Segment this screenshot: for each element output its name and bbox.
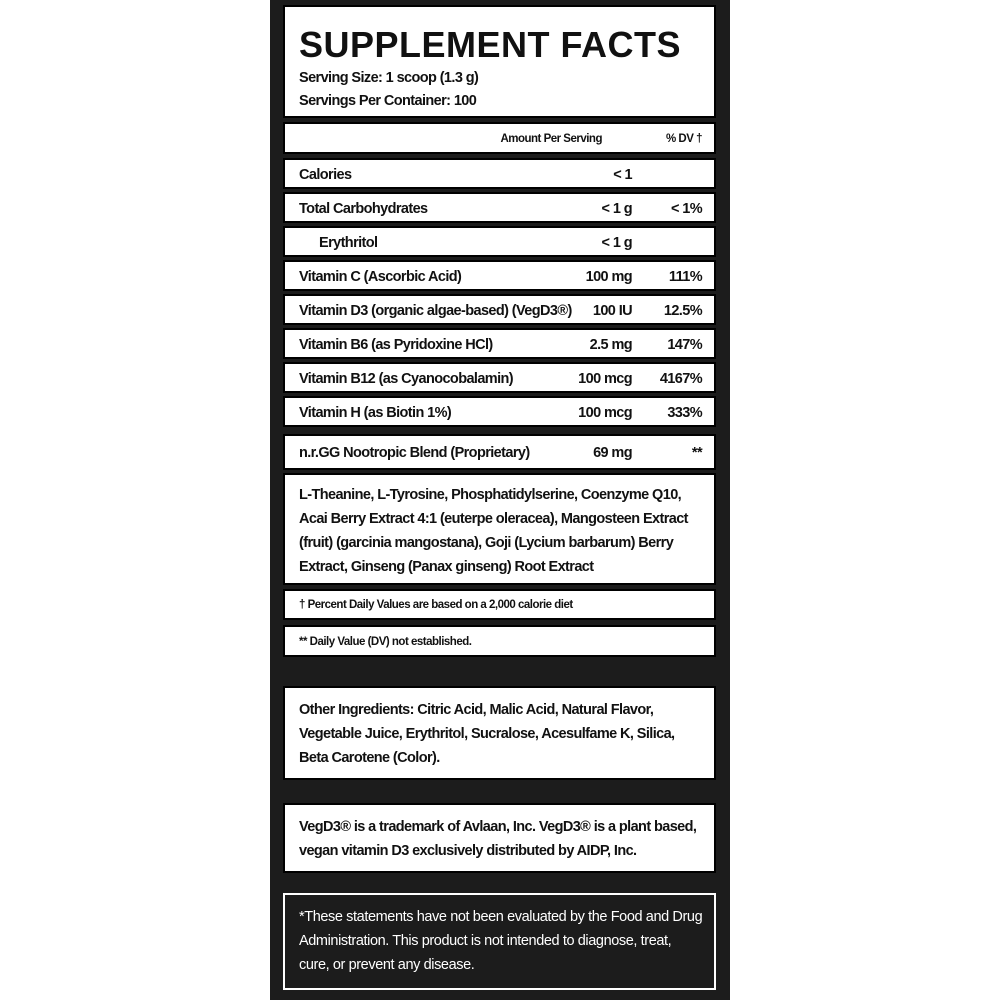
disclaimer: *These statements have not been evaluate… — [299, 909, 703, 973]
trademark-box: VegD3® is a trademark of Avlaan, Inc. Ve… — [283, 803, 716, 873]
blend-name: n.r.GG Nootropic Blend (Proprietary) — [299, 445, 530, 461]
nutrient-name: Vitamin C (Ascorbic Acid) — [299, 269, 462, 285]
other-ingredients-box: Other Ingredients: Citric Acid, Malic Ac… — [283, 686, 716, 780]
nutrient-row: Erythritol < 1 g — [283, 226, 716, 257]
nutrient-amount: 100 IU — [592, 303, 633, 319]
nutrient-amount: < 1 g — [601, 201, 633, 217]
nutrient-row: Vitamin C (Ascorbic Acid) 100 mg 111% — [283, 260, 716, 291]
nutrient-name: Total Carbohydrates — [299, 201, 428, 217]
footnote: ** Daily Value (DV) not established. — [299, 636, 472, 648]
nutrient-name: Vitamin H (as Biotin 1%) — [299, 405, 452, 421]
nutrient-row: Vitamin H (as Biotin 1%) 100 mcg 333% — [283, 396, 716, 427]
nutrient-row: Vitamin B12 (as Cyanocobalamin) 100 mcg 41… — [283, 362, 716, 393]
nutrient-amount: 100 mg — [585, 269, 633, 285]
nutrient-row: Total Carbohydrates < 1 g < 1% — [283, 192, 716, 223]
column-header-row: Amount Per Serving % DV † — [283, 122, 716, 154]
nutrient-dv: 12.5% — [663, 303, 703, 319]
nutrient-row: Calories < 1 — [283, 158, 716, 189]
blend-row: n.r.GG Nootropic Blend (Proprietary) 69 m… — [283, 434, 716, 470]
serving-size: Serving Size: 1 scoop (1.3 g) — [299, 70, 479, 86]
nutrient-amount: < 1 g — [601, 235, 633, 251]
disclaimer-box: *These statements have not been evaluate… — [283, 893, 716, 990]
blend-amount: 69 mg — [593, 445, 633, 461]
nutrient-dv: 111% — [668, 269, 703, 285]
blend-ingredients: L-Theanine, L-Tyrosine, Phosphatidylseri… — [299, 487, 689, 575]
nutrient-row: Vitamin D3 (organic algae-based) (VegD3®… — [283, 294, 716, 325]
nutrient-amount: 2.5 mg — [589, 337, 633, 353]
footnote: † Percent Daily Values are based on a 2,… — [299, 599, 573, 611]
other-ingredients: Other Ingredients: Citric Acid, Malic Ac… — [299, 702, 675, 766]
blend-dv: ** — [691, 445, 703, 461]
nutrient-dv: 333% — [667, 405, 702, 421]
footnote-box: † Percent Daily Values are based on a 2,… — [283, 589, 716, 620]
header-box: SUPPLEMENT FACTS Serving Size: 1 scoop (… — [283, 5, 716, 118]
nutrient-amount: < 1 — [613, 167, 632, 183]
nutrient-row: Vitamin B6 (as Pyridoxine HCl) 2.5 mg 147% — [283, 328, 716, 359]
nutrient-dv: < 1% — [670, 201, 703, 217]
nutrient-name: Vitamin D3 (organic algae-based) (VegD3®… — [299, 303, 572, 319]
footnote-box: ** Daily Value (DV) not established. — [283, 625, 716, 657]
nutrient-name: Calories — [299, 167, 352, 183]
title: SUPPLEMENT FACTS — [299, 24, 682, 65]
nutrient-amount: 100 mcg — [578, 371, 632, 387]
column-header: Amount Per Serving — [500, 133, 602, 145]
nutrient-name: Erythritol — [319, 235, 378, 251]
trademark: VegD3® is a trademark of Avlaan, Inc. Ve… — [299, 819, 697, 859]
nutrient-dv: 4167% — [659, 371, 703, 387]
nutrient-dv: 147% — [667, 337, 702, 353]
nutrient-name: Vitamin B6 (as Pyridoxine HCl) — [299, 337, 493, 353]
nutrient-amount: 100 mcg — [578, 405, 632, 421]
blend-ingredients-box: L-Theanine, L-Tyrosine, Phosphatidylseri… — [283, 473, 716, 585]
servings-per-container: Servings Per Container: 100 — [299, 93, 477, 109]
column-header: % DV † — [666, 133, 703, 145]
nutrient-name: Vitamin B12 (as Cyanocobalamin) — [299, 371, 514, 387]
